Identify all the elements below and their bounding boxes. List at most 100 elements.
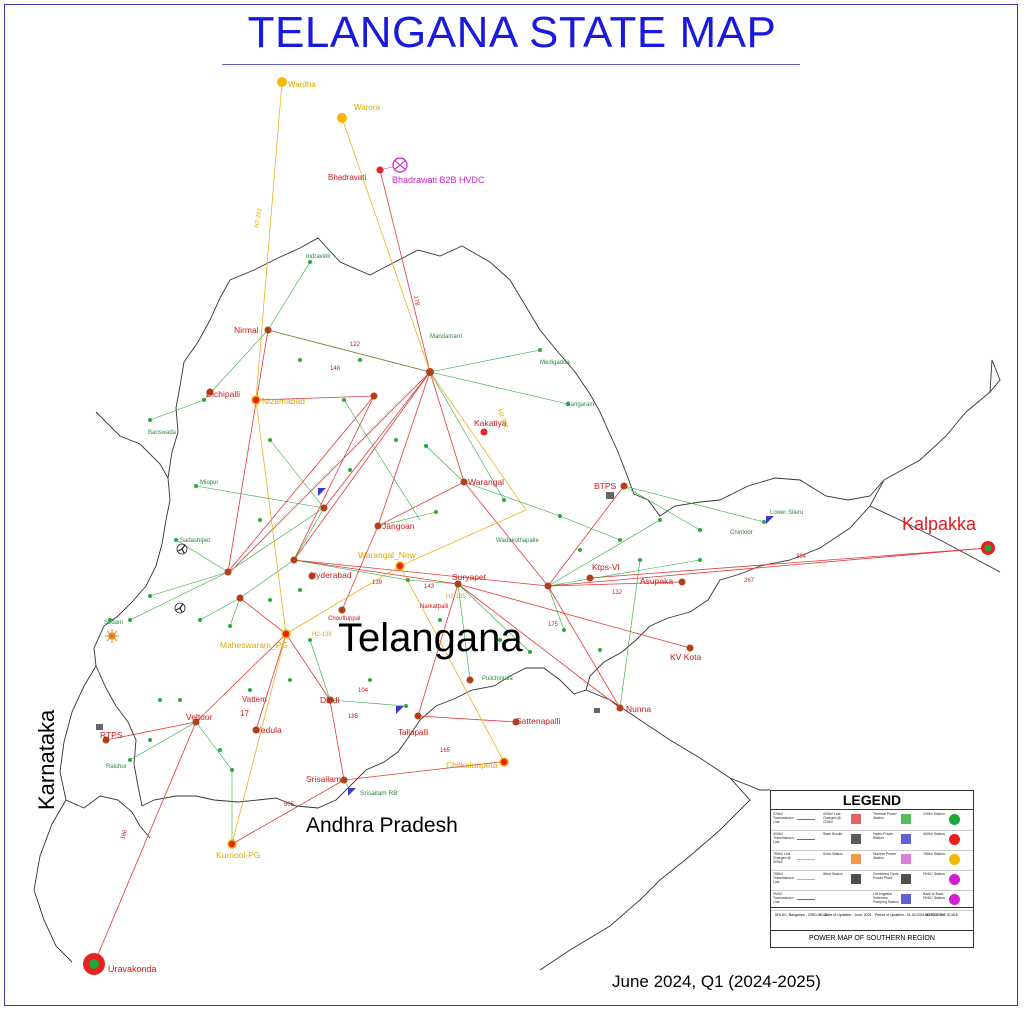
place-label-nunna: Nunna — [626, 704, 651, 714]
legend-item-label: Back to Back HVDC Station — [923, 892, 945, 900]
legend-footer: POWER MAP OF SOUTHERN REGION — [771, 930, 973, 947]
legend-title: LEGEND — [771, 791, 973, 810]
place-label-dindi: Dindi — [320, 695, 339, 705]
title-underline — [222, 64, 800, 65]
legend-symbol — [901, 814, 911, 824]
line-length-label: 122 — [350, 342, 361, 348]
ap-coast-2 — [729, 777, 770, 791]
southwest-boundary — [33, 799, 73, 963]
place-label-bhadravati-hvdc: Bhadrawati B2B HVDC — [392, 175, 485, 185]
legend-item-label: 400kV Transmission Line — [773, 832, 794, 844]
legend-symbol — [949, 894, 960, 905]
west-boundary — [95, 411, 169, 479]
kakatiya-marker — [480, 428, 488, 436]
place-label-nizamabad: Nizamabad — [262, 396, 305, 406]
place-label-indravelli: Indravelli — [306, 254, 330, 260]
legend-symbol — [851, 874, 861, 884]
legend-row: 765kV Line Charged @ 400kV Solar Station N… — [771, 850, 973, 871]
legend-item-label: 400kV Line Charged @ 220kV — [823, 812, 841, 824]
place-label-veltoor: Veltoor — [186, 712, 213, 722]
place-label-tallapalli: Tallapalli — [398, 728, 429, 737]
legend-symbol — [901, 854, 911, 864]
place-label-warora: Warora — [354, 103, 380, 112]
legend-item-label: 400kV Station — [923, 832, 945, 836]
legend-symbol — [901, 834, 911, 844]
line-length-label: H2-136 — [312, 632, 332, 638]
legend-note: SRLDC, Bangalore - GRID-INDIA Date of Upd… — [771, 907, 973, 924]
legend-symbol — [797, 899, 815, 900]
map-title: TELANGANA STATE MAP — [247, 8, 777, 57]
place-label-asupaka: Asupaka — [640, 576, 673, 586]
line-length-label: 196 — [120, 829, 129, 841]
legend-symbol — [851, 854, 861, 864]
place-label-kakatiya: Kakatiya — [474, 418, 507, 428]
legend-symbol — [901, 894, 911, 904]
legend-item-label: Nuclear Power Station — [873, 852, 896, 860]
place-labels: Wardha Warora Bhadravati Bhadrawati B2B … — [100, 80, 807, 974]
legend-symbol — [949, 854, 960, 865]
line-length-label: 178 — [412, 295, 420, 307]
legend-item-label: State Border — [823, 832, 843, 836]
place-label-srisailam: Srisailam — [306, 774, 341, 784]
place-label-ktps: Ktps-VI — [592, 562, 620, 572]
line-length-label: 185 — [348, 714, 359, 720]
place-label-kurnool-pg: Kurnool-PG — [216, 850, 260, 860]
place-label-mirpur: Miopur — [200, 480, 218, 486]
wind-turbine-icon — [176, 543, 188, 555]
place-label-warangal: Warangal — [468, 477, 504, 487]
ap-boundary-south — [869, 505, 1001, 573]
andhra-pradesh-label: Andhra Pradesh — [306, 814, 458, 837]
ap-coast — [539, 689, 751, 971]
maheswaram-marker — [281, 629, 291, 639]
legend-item-label: HVDC Transmission Line — [773, 892, 794, 904]
substation-dots — [102, 326, 694, 784]
line-length-label: 165 — [440, 748, 451, 754]
hydro-icon — [318, 488, 774, 796]
place-label-warangal-new: Warangal_New — [358, 550, 417, 560]
legend-note-item: Period of Updation : 01.04.2024-30.06.20… — [875, 913, 944, 917]
line-length-label: 148 — [330, 366, 341, 372]
line-length-label: 384 — [796, 554, 807, 560]
line-length-label: 143 — [424, 584, 435, 590]
legend-row: 765kV Transmission Line Wind Station Combi… — [771, 870, 973, 891]
place-label-yedula: Yedula — [256, 725, 282, 735]
legend-note-item: SRLDC, Bangalore - GRID-INDIA — [775, 913, 828, 917]
place-label-btps: BTPS — [594, 481, 617, 491]
place-label-chhoutuppal: Chouttuppal — [328, 616, 360, 622]
thermal-plant-icon — [96, 492, 614, 730]
legend-symbol — [797, 859, 815, 860]
place-label-chilkaluripeta: Chilkaluripeta — [446, 760, 498, 770]
legend-item-label: 220kV Transmission Line — [773, 812, 794, 824]
karnataka-label: Karnataka — [34, 709, 59, 810]
place-label-pulichintala: Pulichintala — [482, 676, 513, 682]
legend-item-label: 765kV Station — [923, 852, 945, 856]
place-label-chinkor: Chintoor — [730, 530, 753, 536]
legend-item-label: 765kV Line Charged @ 400kV — [773, 852, 791, 864]
legend-symbol — [797, 879, 815, 880]
kalpakka-label: Kalpakka — [902, 514, 977, 534]
legend-symbol — [949, 874, 960, 885]
legend-row: 400kV Transmission Line State Border Hydro… — [771, 830, 973, 851]
warangal-new-marker — [395, 561, 405, 571]
station-markers — [83, 77, 995, 975]
nizamabad-marker — [251, 395, 261, 405]
station-marker-765kv — [277, 77, 287, 87]
place-label-gangaram: Gangaram — [566, 402, 594, 408]
station-marker-765kv — [337, 113, 347, 123]
legend-symbol — [851, 814, 861, 824]
place-label-banswada: Banswada — [148, 430, 177, 436]
place-label-uravakonda: Uravakonda — [108, 964, 157, 974]
legend-item-label: Solar Station — [823, 852, 844, 856]
legend-symbol — [949, 814, 960, 825]
legend-note-item: Date of Updation : June, 2024 — [825, 913, 872, 917]
ramagundam-marker — [426, 368, 434, 376]
page-border — [4, 4, 1018, 1006]
legend-symbol — [797, 819, 815, 820]
legend-item-label: Combined Cycle Power Plant — [873, 872, 899, 880]
legend-item-label: HVDC Station — [923, 872, 945, 876]
kurnool-marker — [227, 839, 237, 849]
line-length-label: 505 — [284, 802, 295, 808]
green-lines — [129, 261, 765, 844]
